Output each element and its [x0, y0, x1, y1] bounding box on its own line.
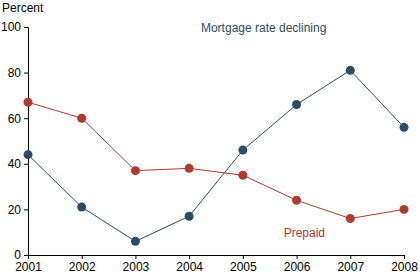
point [292, 196, 301, 205]
point [400, 205, 409, 214]
tick: 0 [14, 248, 28, 262]
point [400, 123, 409, 132]
point [24, 150, 33, 159]
series-line [28, 70, 404, 241]
point [292, 100, 301, 109]
y-axis-title: Percent [2, 1, 44, 15]
point [131, 237, 140, 246]
tick-label: 0 [14, 248, 21, 262]
tick-label: 2002 [69, 260, 96, 274]
point [24, 98, 33, 107]
tick-label: 2005 [230, 260, 257, 274]
tick-label: 2007 [337, 260, 364, 274]
axis-line [29, 256, 405, 260]
chart: 2001200220032004200520062007200802040608… [0, 0, 420, 280]
point [77, 114, 86, 123]
tick-mark [24, 164, 28, 165]
tick: 2006 [284, 255, 311, 274]
tick-mark [135, 255, 136, 259]
tick-label: 40 [8, 157, 22, 171]
tick-label: 60 [8, 112, 22, 126]
tick-mark [297, 255, 298, 259]
tick-mark [82, 255, 83, 259]
point [185, 212, 194, 221]
tick-label: 2006 [284, 260, 311, 274]
tick-mark [404, 255, 405, 259]
tick-label: 2008 [391, 260, 418, 274]
x-axis: 20012002200320042005200620072008 [15, 255, 418, 274]
tick: 40 [8, 157, 28, 171]
point [77, 203, 86, 212]
plot: 2001200220032004200520062007200802040608… [1, 20, 418, 273]
tick: 2007 [337, 255, 364, 274]
tick: 2005 [230, 255, 257, 274]
tick-mark [243, 255, 244, 259]
point [346, 214, 355, 223]
tick-label: 2004 [176, 260, 203, 274]
series-group [24, 66, 409, 246]
tick-label: 20 [8, 203, 22, 217]
tick: 60 [8, 112, 28, 126]
point [238, 171, 247, 180]
point [185, 164, 194, 173]
tick: 2004 [176, 255, 203, 274]
tick: 2002 [69, 255, 96, 274]
series-label: Prepaid [284, 226, 325, 240]
tick-label: 100 [1, 20, 21, 34]
tick-mark [189, 255, 190, 259]
tick: 2003 [123, 255, 150, 274]
point [346, 66, 355, 75]
tick-mark [24, 209, 28, 210]
tick-mark [24, 27, 28, 28]
tick-mark [24, 255, 28, 256]
axis-line [24, 28, 29, 256]
point [238, 146, 247, 155]
tick: 2008 [391, 255, 418, 274]
series-label: Mortgage rate declining [201, 21, 326, 35]
tick: 100 [1, 20, 28, 34]
tick-label: 2003 [123, 260, 150, 274]
y-axis: 0 20 40 60 80 100 [1, 20, 29, 262]
tick-mark [350, 255, 351, 259]
tick: 20 [8, 203, 28, 217]
point [131, 166, 140, 175]
tick-label: 80 [8, 66, 22, 80]
tick: 80 [8, 66, 28, 80]
tick-mark [24, 118, 28, 119]
series-line [28, 102, 404, 218]
tick-mark [24, 73, 28, 74]
